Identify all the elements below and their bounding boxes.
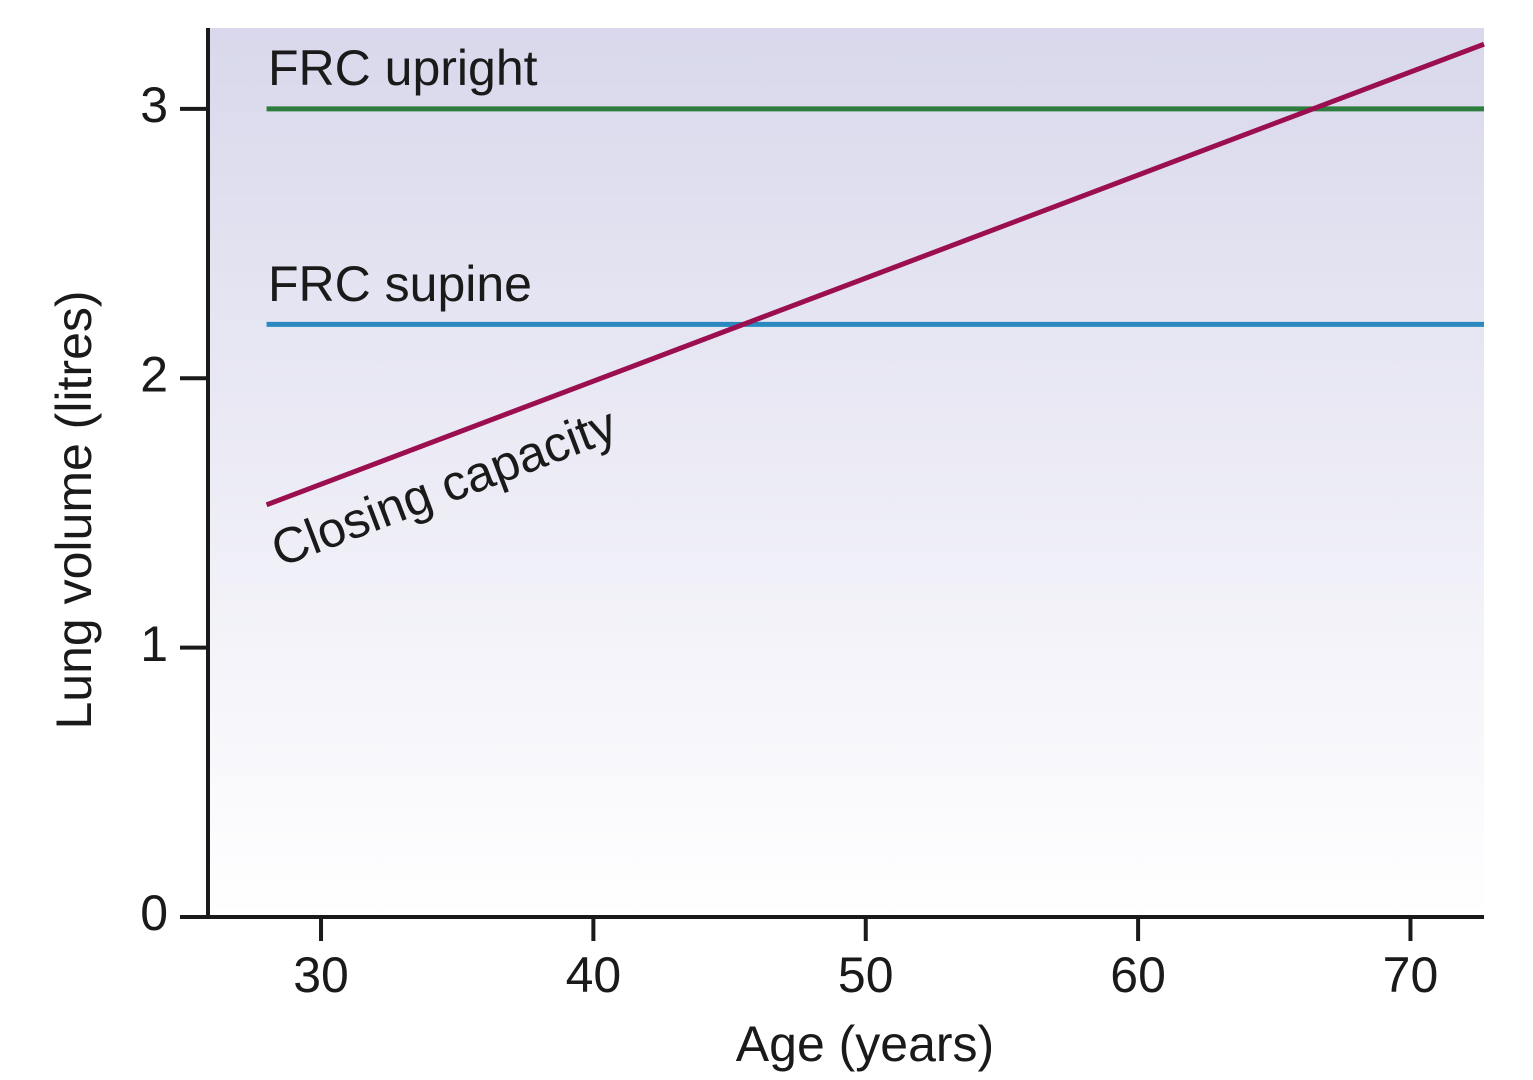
x-tick-label: 30 <box>293 947 349 1003</box>
y-tick-label: 2 <box>140 346 168 402</box>
series-label: FRC supine <box>268 256 532 312</box>
y-tick-label: 3 <box>140 77 168 133</box>
x-tick-label: 70 <box>1383 947 1439 1003</box>
axes <box>206 28 1484 919</box>
y-axis-label: Lung volume (litres) <box>46 290 102 729</box>
series-label: FRC upright <box>268 40 538 96</box>
series-line <box>265 41 1485 508</box>
x-axis-label: Age (years) <box>736 1016 994 1072</box>
x-tick-label: 60 <box>1110 947 1166 1003</box>
x-tick-label: 50 <box>838 947 894 1003</box>
y-tick-label: 1 <box>140 616 168 672</box>
y-tick-label: 0 <box>140 885 168 941</box>
x-tick-label: 40 <box>566 947 622 1003</box>
plot-background <box>208 28 1484 917</box>
